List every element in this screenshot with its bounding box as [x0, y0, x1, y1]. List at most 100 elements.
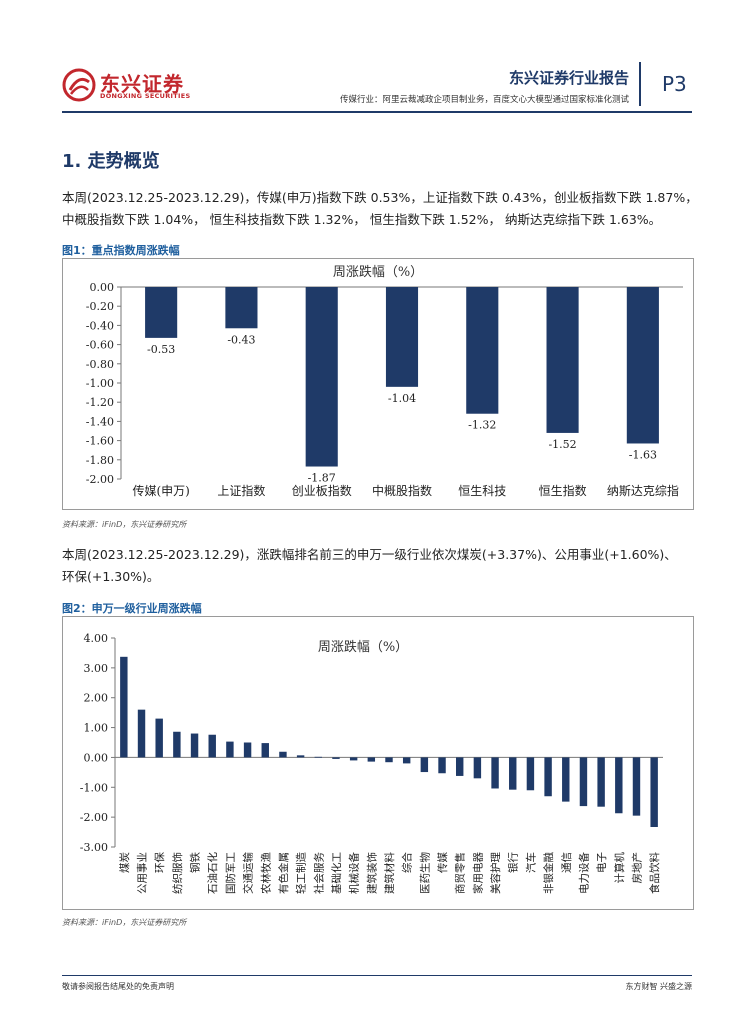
header-divider [639, 62, 641, 106]
chart-2-bar [562, 757, 570, 802]
chart-2-category-label: 机械设备 [348, 852, 361, 894]
chart-2-bar [367, 757, 376, 762]
chart-2-category-label: 钢铁 [189, 852, 202, 873]
chart-2-bar [455, 757, 464, 776]
figure-2-source: 资料来源：iFinD，东兴证券研究所 [62, 918, 187, 927]
chart-2-bar [579, 757, 588, 807]
chart-2-category-label: 石油石化 [206, 852, 219, 894]
chart-2-bar [509, 757, 517, 790]
index-weekly-change-chart: 周涨跌幅（%） 0.00 -0.20 -0.40 -0.60 -0.80 -1.00 -1.2… [62, 258, 694, 510]
chart-1-y-tick-label: -1.60 [86, 435, 114, 448]
chart-1-bar [466, 287, 499, 414]
chart-2-y-tick-label: -1.00 [80, 781, 108, 794]
chart-2-y-tick-label: 4.00 [84, 632, 109, 645]
chart-1-data-label: -1.52 [548, 438, 576, 451]
report-title: 东兴证券行业报告 [508, 69, 629, 87]
chart-2-bar [632, 757, 641, 816]
chart-2-bar [314, 756, 323, 758]
chart-2-bar [137, 709, 146, 758]
chart-1-bar [546, 287, 579, 433]
chart-1-category-label: 恒生指数 [539, 483, 587, 498]
chart-1-category-label: 创业板指数 [292, 483, 352, 498]
chart-2-category-label: 纺织服饰 [171, 852, 184, 894]
chart-2-category-label: 食品饮料 [648, 852, 661, 894]
chart-2-category-label: 电子 [595, 852, 608, 873]
chart-2-bar [385, 757, 393, 763]
chart-1-data-label: -1.04 [388, 392, 416, 405]
chart-2-bar [261, 743, 269, 758]
chart-2-bar [208, 734, 216, 758]
chart-1-data-label: -1.32 [468, 419, 496, 432]
logo-text: 东兴证券 [100, 72, 184, 96]
paragraph-2-line-1: 本周(2023.12.25-2023.12.29)，涨跌幅排名前三的申万一级行业… [62, 547, 677, 562]
chart-1-category-label: 纳斯达克综指 [607, 483, 679, 498]
chart-2-bar [279, 751, 287, 758]
chart-2-category-label: 非银金融 [542, 852, 555, 894]
chart-2-category-label: 传媒 [436, 852, 449, 874]
section-title: 1. 走势概览 [62, 151, 160, 172]
chart-1-y-tick-label: -1.20 [86, 396, 114, 409]
chart-1-svg: 周涨跌幅（%） 0.00 -0.20 -0.40 -0.60 -0.80 -1.00 -1.2… [86, 264, 683, 498]
chart-1-y-tick-label: -1.80 [86, 454, 114, 467]
chart-2-category-label: 轻工制造 [295, 852, 308, 894]
chart-2-category-label: 农林牧渔 [259, 852, 272, 894]
logo-subtext: DONGXING SECURITIES [100, 92, 191, 100]
chart-2-bar [544, 757, 552, 797]
chart-2-category-label: 建筑装饰 [365, 852, 378, 894]
page-number: P3 [662, 72, 687, 96]
chart-1-y-tick-label: -0.80 [86, 358, 114, 371]
chart-2-title: 周涨跌幅（%） [318, 639, 408, 655]
footer-slogan: 东方财智 兴盛之源 [625, 982, 692, 991]
chart-2-category-label: 汽车 [524, 852, 537, 873]
chart-1-bar [626, 287, 659, 444]
figure-1-caption: 图1：重点指数周涨跌幅 [62, 244, 180, 257]
chart-1-y-tick-label: -0.20 [86, 300, 114, 313]
chart-1-category-label: 中概股指数 [372, 483, 432, 498]
chart-2-bar [473, 757, 482, 779]
chart-1-bar [145, 287, 178, 338]
chart-2-bar [243, 742, 252, 758]
chart-1-y-tick-label: -1.00 [86, 377, 114, 390]
chart-2-category-label: 美容护理 [489, 852, 502, 894]
paragraph-2-line-2: 环保(+1.30%)。 [62, 569, 160, 584]
chart-2-svg: 周涨跌幅（%） 4.00 3.00 2.00 1.00 0.00 -1.00 -2.00 -3.… [80, 632, 663, 894]
chart-2-bar [597, 757, 605, 807]
chart-2-y-tick-label: 0.00 [84, 751, 109, 764]
industry-weekly-change-chart: 周涨跌幅（%） 4.00 3.00 2.00 1.00 0.00 -1.00 -2.00 -3.… [62, 616, 694, 910]
chart-2-bar [155, 718, 163, 758]
chart-2-bar [226, 741, 234, 758]
chart-2-category-label: 家用电器 [471, 852, 484, 894]
chart-2-category-label: 煤炭 [118, 852, 131, 873]
chart-1-y-tick-label: -0.40 [86, 319, 114, 332]
chart-1-y-tick-label: 0.00 [90, 281, 115, 294]
chart-2-bar [650, 757, 658, 827]
footer-rule [62, 975, 692, 976]
chart-2-bar [402, 757, 411, 764]
footer-disclaimer: 敬请参阅报告结尾处的免责声明 [62, 982, 174, 991]
report-subtitle: 传媒行业：阿里云裁减政企项目制业务，百度文心大模型通过国家标准化测试 [339, 95, 629, 105]
chart-1-bar [385, 287, 419, 387]
figure-2-caption: 图2：申万一级行业周涨跌幅 [62, 602, 202, 615]
chart-2-category-label: 有色金属 [277, 852, 290, 894]
paragraph-1-line-2: 中概股指数下跌 1.04%， 恒生科技指数下跌 1.32%， 恒生指数下跌 1.… [62, 212, 662, 227]
chart-1-data-label: -1.87 [308, 472, 336, 485]
chart-2-category-label: 医药生物 [418, 852, 431, 894]
chart-2-bar [349, 757, 358, 761]
chart-2-bar [190, 733, 199, 758]
chart-2-category-label: 通信 [561, 852, 573, 873]
chart-1-data-label: -0.43 [227, 333, 255, 346]
chart-1-category-label: 传媒(申万) [132, 483, 189, 498]
chart-1-bar [305, 287, 338, 467]
chart-2-category-label: 电力设备 [577, 852, 590, 894]
paragraph-1-line-1: 本周(2023.12.25-2023.12.29)，传媒(申万)指数下跌 0.5… [62, 190, 698, 205]
chart-1-y-tick-label: -0.60 [86, 339, 114, 352]
chart-2-bar [420, 757, 429, 773]
chart-2-bar [615, 757, 623, 814]
chart-2-y-tick-label: -3.00 [80, 841, 108, 854]
chart-2-category-label: 社会服务 [312, 852, 325, 894]
chart-2-y-tick-label: 2.00 [84, 692, 109, 705]
dongxing-logo-icon [62, 68, 96, 102]
chart-1-category-label: 上证指数 [217, 483, 265, 498]
chart-1-category-label: 恒生科技 [458, 484, 506, 498]
chart-2-category-label: 银行 [507, 852, 520, 873]
